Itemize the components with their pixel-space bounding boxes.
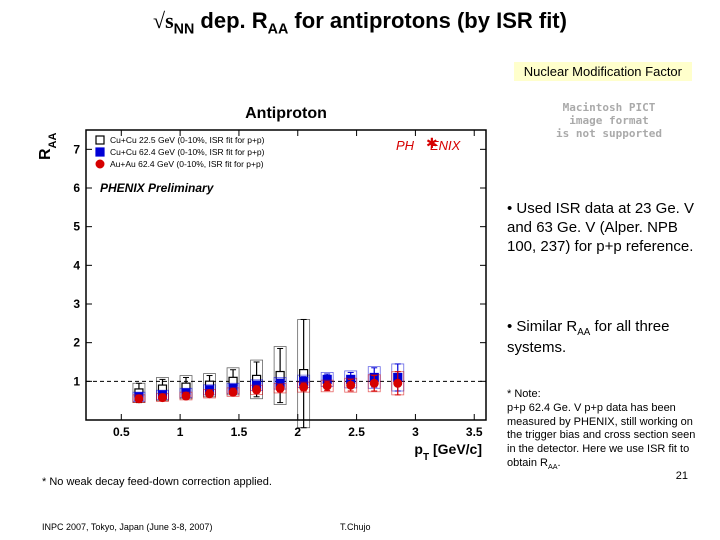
pict-line-3: is not supported [556,127,662,140]
slide-title: √sNN dep. RAA for antiprotons (by ISR fi… [0,8,720,37]
bullet-similar-raa: • Similar RAA for all three systems. [507,318,702,358]
svg-text:✱: ✱ [426,135,438,151]
svg-text:Cu+Cu 62.4 GeV (0-10%, ISR fit: Cu+Cu 62.4 GeV (0-10%, ISR fit for p+p) [110,147,265,157]
svg-text:0.5: 0.5 [113,425,130,439]
raa-chart: AntiprotonRAApT [GeV/c]12345670.511.522.… [36,100,496,460]
svg-text:Cu+Cu 22.5 GeV (0-10%, ISR fit: Cu+Cu 22.5 GeV (0-10%, ISR fit for p+p) [110,135,265,145]
note-body-pre: p+p 62.4 Ge. V p+p data has been measure… [507,402,695,469]
svg-text:3: 3 [73,297,80,311]
pict-line-1: Macintosh PICT [563,101,656,114]
svg-text:6: 6 [73,181,80,195]
title-sub1: NN [174,21,195,37]
svg-text:3.5: 3.5 [466,425,483,439]
bullet-isr-data: • Used ISR data at 23 Ge. V and 63 Ge. V… [507,200,702,256]
title-suffix: for antiprotons (by ISR fit) [288,8,567,33]
title-sqrt: √s [153,8,174,33]
svg-text:1.5: 1.5 [231,425,248,439]
pict-line-2: image format [569,114,648,127]
svg-text:3: 3 [412,425,419,439]
title-sub2: AA [268,21,289,37]
svg-text:PH: PH [396,138,415,153]
svg-text:5: 5 [73,220,80,234]
svg-text:1: 1 [73,374,80,388]
title-mid: dep. R [194,8,267,33]
svg-text:4: 4 [73,258,80,272]
bullet2-pre: • Similar R [507,318,577,335]
nmf-label: Nuclear Modification Factor [514,62,692,81]
page-number: 21 [676,470,688,482]
svg-text:2: 2 [73,336,80,350]
chart-svg: AntiprotonRAApT [GeV/c]12345670.511.522.… [36,100,496,460]
svg-text:pT [GeV/c]: pT [GeV/c] [414,441,482,460]
svg-text:Au+Au 62.4 GeV (0-10%, ISR fit: Au+Au 62.4 GeV (0-10%, ISR fit for p+p) [110,159,264,169]
svg-text:Antiproton: Antiproton [245,105,327,122]
bullet2-sub: AA [577,327,590,338]
note-sub: AA [548,463,558,471]
note-body-post: . [558,457,561,469]
svg-text:1: 1 [177,425,184,439]
pict-placeholder: Macintosh PICT image format is not suppo… [524,90,694,150]
feedown-note: * No weak decay feed-down correction app… [42,476,272,488]
svg-text:PHENIX Preliminary: PHENIX Preliminary [100,181,215,195]
note-block: * Note: p+p 62.4 Ge. V p+p data has been… [507,388,702,472]
svg-text:RAA: RAA [37,132,59,160]
note-header: * Note: [507,388,702,402]
svg-text:7: 7 [73,142,80,156]
footer-conference: INPC 2007, Tokyo, Japan (June 3-8, 2007) [42,522,212,532]
footer-author: T.Chujo [340,522,371,532]
svg-text:2.5: 2.5 [348,425,365,439]
